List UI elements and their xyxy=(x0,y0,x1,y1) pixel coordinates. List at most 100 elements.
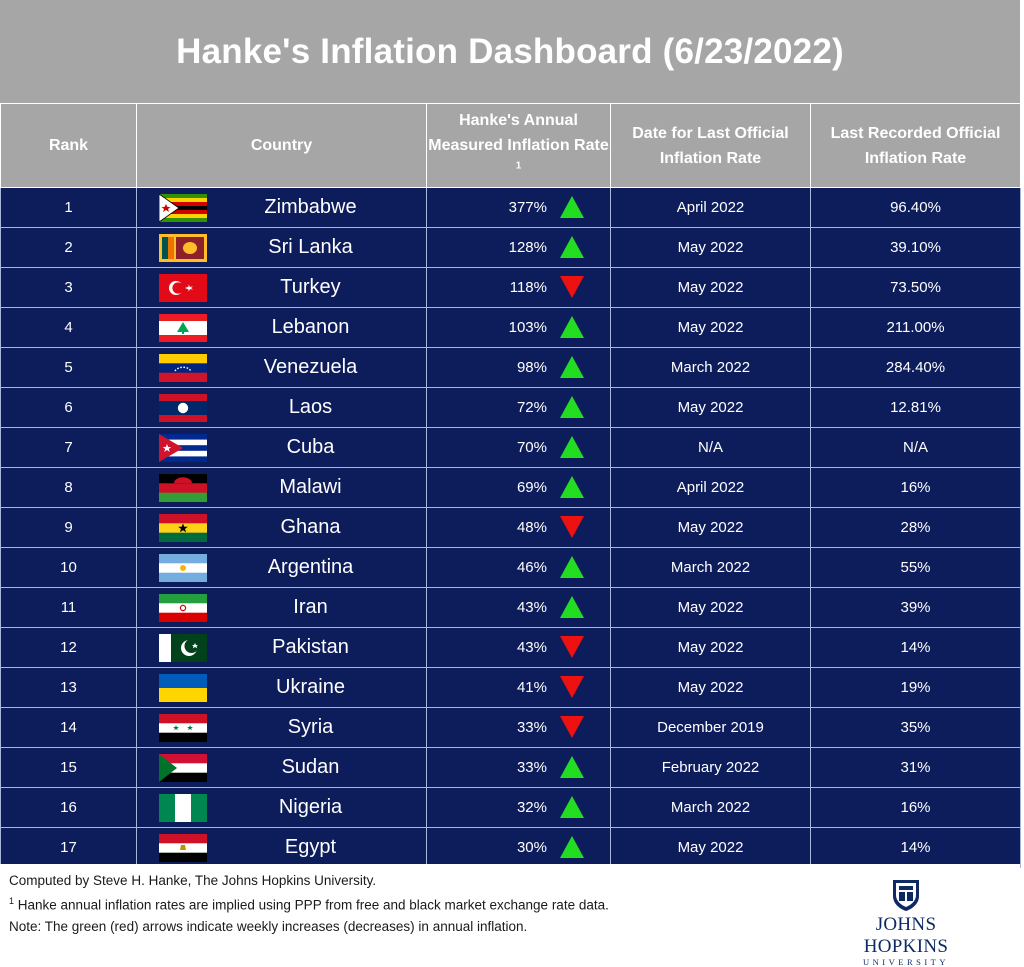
hanke-rate-cell: 32% xyxy=(426,787,611,828)
rank-cell: 9 xyxy=(0,507,137,548)
rank-cell: 13 xyxy=(0,667,137,708)
official-date-cell: May 2022 xyxy=(610,227,811,268)
table-row: 4 Lebanon 103% May 2022 211.00% xyxy=(0,307,1021,348)
rank-cell: 11 xyxy=(0,587,137,628)
country-name: Malawi xyxy=(279,476,342,498)
country-cell: Cuba xyxy=(136,427,427,468)
cuba-flag xyxy=(159,434,207,462)
official-rate-cell: 12.81% xyxy=(810,387,1021,428)
country-cell: Malawi xyxy=(136,467,427,508)
footnote-1: 1 Hanke annual inflation rates are impli… xyxy=(9,891,609,916)
country-name: Cuba xyxy=(286,436,335,458)
table-row: 12 Pakistan 43% May 2022 14% xyxy=(0,627,1021,668)
country-name: Iran xyxy=(293,596,328,618)
table-row: 16 Nigeria 32% March 2022 16% xyxy=(0,787,1021,828)
hanke-rate-value: 32% xyxy=(516,799,547,816)
country-cell: Turkey xyxy=(136,267,427,308)
up-arrow-icon xyxy=(559,195,585,219)
table-row: 17 Egypt 30% May 2022 14% xyxy=(0,827,1021,868)
footnote-1-marker: 1 xyxy=(9,896,15,906)
official-date-cell: March 2022 xyxy=(610,547,811,588)
official-rate-cell: 55% xyxy=(810,547,1021,588)
rank-cell: 12 xyxy=(0,627,137,668)
hanke-rate-cell: 43% xyxy=(426,627,611,668)
nigeria-flag xyxy=(159,794,207,822)
country-name: Ukraine xyxy=(276,676,345,698)
country-cell: Ukraine xyxy=(136,667,427,708)
footnote-marker: 1 xyxy=(515,160,522,172)
official-rate-cell: 96.40% xyxy=(810,187,1021,228)
hanke-rate-cell: 46% xyxy=(426,547,611,588)
zimbabwe-flag xyxy=(159,194,207,222)
arrow-note: Note: The green (red) arrows indicate we… xyxy=(9,918,528,934)
hanke-rate-value: 41% xyxy=(516,679,547,696)
hanke-rate-value: 48% xyxy=(516,519,547,536)
official-date-cell: April 2022 xyxy=(610,467,811,508)
country-cell: Syria xyxy=(136,707,427,748)
rank-cell: 16 xyxy=(0,787,137,828)
hanke-rate-cell: 33% xyxy=(426,707,611,748)
hanke-rate-value: 377% xyxy=(508,199,547,216)
footnotes: Computed by Steve H. Hanke, The Johns Ho… xyxy=(9,870,609,937)
official-date-cell: N/A xyxy=(610,427,811,468)
argentina-flag xyxy=(159,554,207,582)
down-arrow-icon xyxy=(559,635,585,659)
hanke-rate-value: 43% xyxy=(516,599,547,616)
country-cell: Laos xyxy=(136,387,427,428)
hanke-rate-cell: 128% xyxy=(426,227,611,268)
official-date-cell: May 2022 xyxy=(610,387,811,428)
country-name: Pakistan xyxy=(272,636,349,658)
pakistan-flag xyxy=(159,634,207,662)
official-rate-cell: 284.40% xyxy=(810,347,1021,388)
up-arrow-icon xyxy=(559,395,585,419)
table-row: 11 Iran 43% May 2022 39% xyxy=(0,587,1021,628)
official-date-cell: May 2022 xyxy=(610,307,811,348)
official-rate-cell: N/A xyxy=(810,427,1021,468)
country-cell: Iran xyxy=(136,587,427,628)
rank-cell: 6 xyxy=(0,387,137,428)
official-date-cell: May 2022 xyxy=(610,667,811,708)
hanke-rate-cell: 33% xyxy=(426,747,611,788)
hanke-rate-value: 46% xyxy=(516,559,547,576)
logo-name: JOHNS HOPKINS xyxy=(863,914,949,957)
hanke-rate-cell: 43% xyxy=(426,587,611,628)
table-row: 9 Ghana 48% May 2022 28% xyxy=(0,507,1021,548)
sudan-flag xyxy=(159,754,207,782)
official-rate-cell: 14% xyxy=(810,627,1021,668)
rank-cell: 17 xyxy=(0,827,137,868)
down-arrow-icon xyxy=(559,275,585,299)
hanke-rate-value: 72% xyxy=(516,399,547,416)
up-arrow-icon xyxy=(559,595,585,619)
inflation-table: Rank Country Hanke's Annual Measured Inf… xyxy=(0,103,1021,868)
down-arrow-icon xyxy=(559,515,585,539)
official-rate-cell: 35% xyxy=(810,707,1021,748)
country-name: Laos xyxy=(288,396,333,418)
official-rate-cell: 28% xyxy=(810,507,1021,548)
col-header-official-rate: Last Recorded Official Inflation Rate xyxy=(810,103,1021,188)
title-bar: Hanke's Inflation Dashboard (6/23/2022) xyxy=(0,0,1020,103)
down-arrow-icon xyxy=(559,675,585,699)
country-cell: Lebanon xyxy=(136,307,427,348)
official-rate-cell: 16% xyxy=(810,787,1021,828)
official-rate-cell: 19% xyxy=(810,667,1021,708)
shield-icon xyxy=(893,880,919,911)
table-row: 13 Ukraine 41% May 2022 19% xyxy=(0,667,1021,708)
country-cell: Argentina xyxy=(136,547,427,588)
country-name: Lebanon xyxy=(271,316,350,338)
laos-flag xyxy=(159,394,207,422)
official-date-cell: May 2022 xyxy=(610,587,811,628)
country-name: Sri Lanka xyxy=(268,236,353,258)
official-rate-cell: 16% xyxy=(810,467,1021,508)
rank-cell: 4 xyxy=(0,307,137,348)
country-cell: Sri Lanka xyxy=(136,227,427,268)
hanke-rate-value: 128% xyxy=(508,239,547,256)
table-row: 3 Turkey 118% May 2022 73.50% xyxy=(0,267,1021,308)
country-cell: Nigeria xyxy=(136,787,427,828)
country-name: Syria xyxy=(287,716,334,738)
hanke-rate-cell: 98% xyxy=(426,347,611,388)
rank-cell: 5 xyxy=(0,347,137,388)
hanke-rate-cell: 70% xyxy=(426,427,611,468)
hanke-rate-cell: 118% xyxy=(426,267,611,308)
official-date-cell: May 2022 xyxy=(610,507,811,548)
table-row: 7 Cuba 70% N/A N/A xyxy=(0,427,1021,468)
